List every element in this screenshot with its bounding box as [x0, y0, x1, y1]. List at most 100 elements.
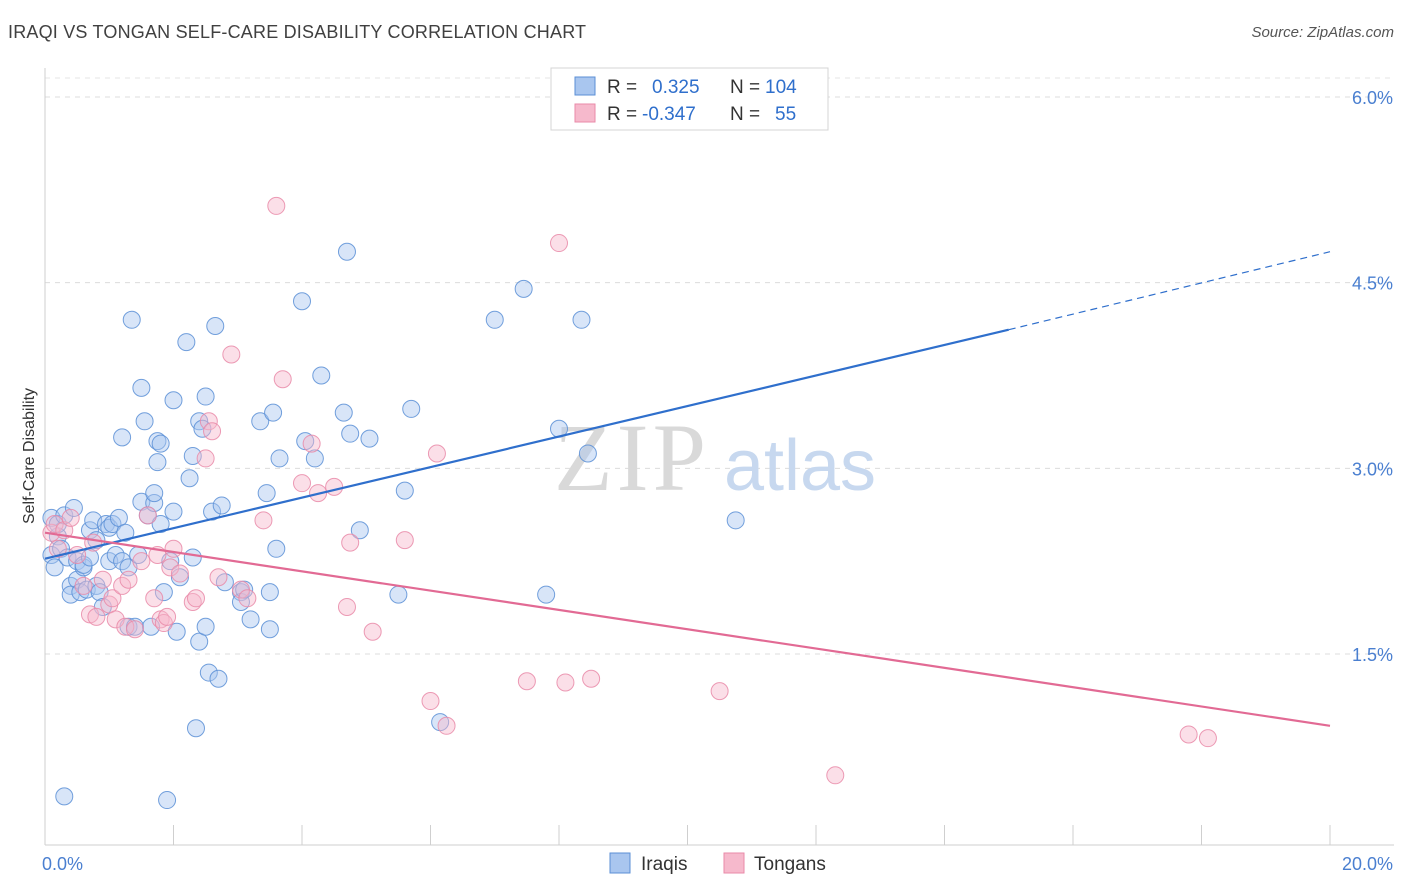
- legend-n-value-tongans: 55: [775, 104, 796, 125]
- point-iraqis: [402, 399, 421, 418]
- y-tick-label: 6.0%: [1352, 88, 1393, 108]
- y-tick-label: 1.5%: [1352, 645, 1393, 665]
- point-iraqis: [199, 663, 218, 682]
- point-iraqis: [151, 434, 170, 453]
- point-tongans: [196, 449, 215, 468]
- legend-series: Iraqis Tongans: [609, 852, 826, 875]
- legend-swatch-tongans: [574, 103, 596, 123]
- point-iraqis: [206, 316, 225, 335]
- legend-box: [550, 67, 829, 131]
- point-iraqis: [148, 453, 167, 472]
- point-iraqis: [270, 449, 289, 468]
- point-tongans: [158, 607, 177, 626]
- point-tongans: [103, 589, 122, 608]
- point-iraqis: [726, 511, 745, 530]
- point-tongans: [1198, 729, 1217, 748]
- point-tongans: [254, 511, 273, 530]
- tick-labels: 1.5% 3.0% 4.5% 6.0% 0.0% 20.0%: [42, 88, 1393, 874]
- point-iraqis: [485, 310, 504, 329]
- point-tongans: [395, 531, 414, 550]
- point-iraqis: [203, 502, 222, 521]
- watermark: ZIP atlas: [554, 404, 876, 511]
- point-iraqis: [55, 787, 74, 806]
- x-tick-label-max: 20.0%: [1342, 854, 1393, 874]
- point-iraqis: [74, 555, 93, 574]
- point-tongans: [427, 444, 446, 463]
- point-iraqis: [170, 568, 189, 587]
- point-tongans: [125, 620, 144, 639]
- point-iraqis: [578, 444, 597, 463]
- point-tongans: [517, 672, 536, 691]
- point-iraqis: [241, 610, 260, 629]
- point-iraqis: [360, 429, 379, 448]
- point-tongans: [61, 508, 80, 527]
- point-iraqis: [260, 583, 279, 602]
- point-iraqis: [212, 496, 231, 515]
- series-iraqis: [42, 242, 745, 810]
- point-iraqis: [116, 523, 135, 542]
- point-tongans: [199, 412, 218, 431]
- point-iraqis: [113, 428, 132, 447]
- point-iraqis: [145, 484, 164, 503]
- point-tongans: [582, 669, 601, 688]
- point-tongans: [302, 434, 321, 453]
- point-iraqis: [389, 585, 408, 604]
- point-iraqis: [337, 242, 356, 261]
- point-iraqis: [154, 583, 173, 602]
- point-tongans: [87, 607, 106, 626]
- trend-line-iraqis-extension: [1008, 251, 1331, 331]
- point-tongans: [161, 558, 180, 577]
- point-tongans: [145, 589, 164, 608]
- point-tongans: [437, 716, 456, 735]
- point-tongans: [1179, 725, 1198, 744]
- point-tongans: [132, 552, 151, 571]
- y-axis-label: Self-Care Disability: [21, 388, 38, 524]
- point-tongans: [138, 506, 157, 525]
- point-tongans: [238, 589, 257, 608]
- point-iraqis: [350, 521, 369, 540]
- legend-bottom-swatch-iraqis: [609, 852, 631, 874]
- point-tongans: [48, 539, 67, 558]
- chart-title: IRAQI VS TONGAN SELF-CARE DISABILITY COR…: [8, 22, 587, 42]
- legend-n-label-iraqis: N =: [730, 77, 760, 98]
- point-tongans: [293, 474, 311, 493]
- point-iraqis: [151, 515, 170, 534]
- legend-bottom-swatch-tongans: [723, 852, 745, 874]
- point-iraqis: [260, 620, 279, 639]
- legend-stats: R = 0.325 N = 104 R = -0.347 N = 55: [550, 67, 829, 131]
- point-iraqis: [267, 539, 286, 558]
- point-iraqis: [334, 403, 353, 422]
- point-iraqis: [196, 387, 215, 406]
- source-label: Source: ZipAtlas.com: [1251, 24, 1394, 41]
- point-tongans: [203, 422, 222, 441]
- point-iraqis: [341, 424, 360, 443]
- point-tongans: [421, 692, 440, 711]
- point-tongans: [550, 234, 568, 253]
- point-iraqis: [183, 548, 202, 567]
- point-iraqis: [64, 498, 83, 517]
- y-tick-label: 3.0%: [1352, 459, 1393, 479]
- legend-swatch-iraqis: [574, 76, 596, 96]
- point-iraqis: [514, 279, 533, 298]
- point-iraqis: [572, 310, 591, 329]
- point-tongans: [209, 568, 228, 587]
- point-iraqis: [135, 412, 154, 431]
- legend-r-value-iraqis: 0.325: [652, 77, 700, 98]
- point-iraqis: [264, 403, 283, 422]
- point-iraqis: [251, 412, 270, 431]
- point-tongans: [119, 570, 138, 589]
- point-iraqis: [164, 502, 183, 521]
- axes: [44, 68, 1394, 846]
- point-iraqis: [109, 508, 128, 527]
- point-tongans: [222, 345, 241, 364]
- legend-r-label-tongans: R =: [607, 104, 637, 125]
- point-tongans: [273, 370, 292, 389]
- point-iraqis: [164, 391, 183, 410]
- legend-n-label-tongans: N =: [730, 104, 760, 125]
- point-tongans: [186, 589, 205, 608]
- point-iraqis: [148, 432, 167, 451]
- point-iraqis: [305, 449, 324, 468]
- point-iraqis: [537, 585, 556, 604]
- legend-bottom-label-tongans: Tongans: [754, 854, 826, 875]
